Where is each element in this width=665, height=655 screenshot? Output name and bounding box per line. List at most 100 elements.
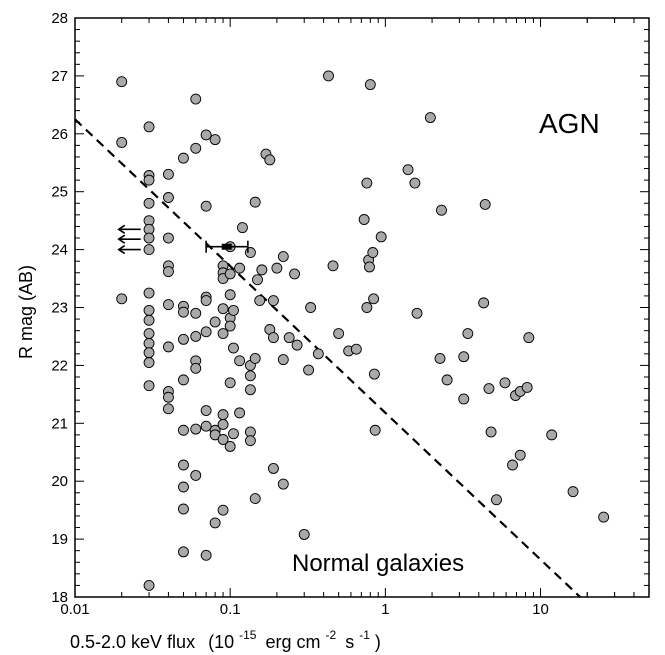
data-point (434, 353, 446, 364)
data-points (116, 70, 610, 591)
data-point (514, 449, 526, 461)
data-point (479, 198, 491, 210)
x-tick-label: 0.1 (220, 601, 241, 618)
data-point (143, 244, 155, 256)
data-point (190, 469, 202, 481)
data-point (143, 380, 155, 392)
data-point (264, 154, 276, 166)
data-point (224, 441, 236, 452)
data-point (364, 79, 376, 91)
data-point (546, 429, 558, 441)
data-point (200, 129, 212, 141)
upper-limit-arrow-head (117, 234, 126, 244)
data-point (217, 419, 229, 430)
annotation-normal-galaxies: Normal galaxies (292, 550, 464, 577)
data-point (458, 351, 470, 363)
error-bar-group (205, 240, 249, 253)
data-point (291, 339, 303, 351)
data-point (217, 303, 229, 315)
data-point (217, 434, 229, 445)
data-point (162, 192, 174, 203)
error-bar-marker (221, 243, 232, 250)
data-point (143, 287, 155, 299)
data-point (252, 274, 263, 286)
data-point (303, 364, 315, 376)
upper-limit-arrow-head (117, 244, 126, 255)
data-point (178, 306, 189, 318)
x-axis-title-text: 0.5-2.0 keV flux (70, 632, 195, 652)
y-tick-label: 20 (51, 473, 68, 490)
y-tick-label: 19 (51, 531, 68, 548)
data-point (499, 377, 511, 389)
data-point (143, 232, 155, 244)
data-point (143, 357, 155, 368)
data-point (249, 196, 261, 208)
data-point (178, 481, 189, 493)
data-point (312, 348, 324, 360)
data-point (458, 393, 470, 405)
data-point (217, 409, 229, 421)
data-point (436, 204, 447, 216)
data-point (228, 342, 239, 354)
y-tick-label: 28 (51, 10, 68, 27)
data-point (507, 459, 518, 471)
data-point (178, 333, 189, 345)
data-point (523, 332, 535, 344)
data-point (485, 426, 497, 438)
dividing-line (74, 118, 581, 598)
y-tick-label: 26 (51, 126, 68, 143)
data-point (409, 177, 421, 189)
data-point (598, 511, 610, 523)
data-point (277, 478, 289, 490)
data-point (178, 459, 189, 471)
data-point (424, 112, 436, 124)
x-axis-title: 0.5-2.0 keV flux (10 -15 erg cm -2 s -1 … (70, 623, 381, 652)
data-point (200, 200, 212, 212)
x-axis-units-mid: erg cm (265, 632, 320, 652)
data-point (143, 337, 155, 349)
data-point (224, 268, 236, 280)
x-tick-label: 1 (381, 601, 389, 618)
data-point (491, 494, 502, 506)
data-point (323, 70, 334, 82)
data-point (143, 347, 155, 359)
data-point (411, 307, 423, 319)
data-point (521, 381, 533, 393)
data-point (234, 355, 246, 367)
data-point (143, 197, 155, 209)
data-point (277, 251, 289, 262)
data-point (441, 374, 453, 386)
x-axis-units-sup2: -2 (326, 628, 337, 642)
data-point (368, 368, 380, 380)
data-point (289, 268, 301, 280)
data-point (143, 579, 155, 591)
data-point (367, 247, 379, 258)
annotation-agn: AGN (539, 108, 600, 139)
data-point (143, 304, 155, 316)
data-point (162, 403, 174, 415)
data-point (224, 289, 236, 301)
y-axis-title: R mag (AB) (16, 265, 36, 359)
data-point (327, 260, 339, 272)
data-point (200, 420, 212, 432)
data-point (249, 353, 261, 364)
data-point (254, 295, 266, 307)
data-point (190, 142, 202, 154)
data-point (228, 304, 239, 316)
data-point (200, 405, 212, 417)
x-axis-units-sup3: -1 (359, 628, 370, 642)
data-point (567, 486, 579, 498)
x-axis-units-close: ) (375, 632, 381, 652)
y-tick-label: 27 (51, 68, 68, 85)
data-point (190, 331, 202, 342)
data-point (162, 391, 174, 403)
data-point (162, 266, 174, 278)
data-point (224, 320, 236, 332)
axis-ticks (74, 17, 650, 598)
data-point (209, 134, 221, 146)
data-point (256, 264, 268, 276)
data-point (200, 549, 212, 561)
data-point (361, 177, 373, 189)
data-point (271, 262, 283, 274)
